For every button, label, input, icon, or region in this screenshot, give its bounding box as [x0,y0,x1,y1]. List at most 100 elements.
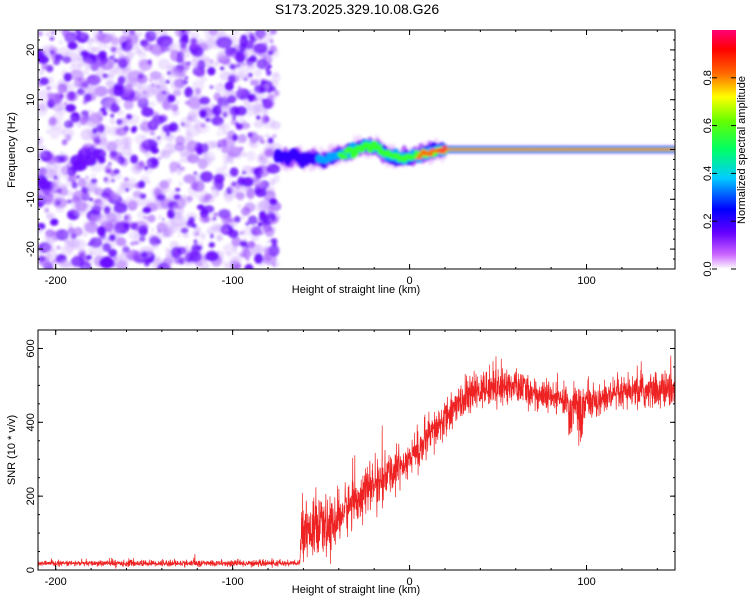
noise-blob [196,204,205,211]
noise-blob [210,59,214,63]
noise-blob [228,75,236,84]
signal-mark [375,144,383,149]
noise-blob [172,89,182,97]
noise-blob [166,177,173,185]
noise-blob [213,212,219,218]
noise-blob [223,172,229,177]
noise-blob [89,197,94,202]
noise-blob [101,42,109,50]
noise-blob [118,53,125,59]
noise-blob [203,30,209,34]
spectrogram-x-label: Height of straight line (km) [292,284,420,296]
noise-blob [61,128,75,138]
noise-blob [171,246,182,259]
noise-blob [161,181,169,190]
noise-blob [67,174,77,183]
noise-blob [83,156,97,167]
noise-blob [188,251,202,262]
noise-blob [81,265,89,269]
noise-blob [141,107,154,117]
noise-blob [164,247,169,252]
snr-x-ticks: -200 -100 0 100 [45,330,658,588]
noise-blob [44,47,53,59]
noise-blob [112,138,129,150]
noise-blob [157,156,162,160]
noise-blob [264,148,275,157]
noise-blob [161,90,167,95]
noise-blob [92,127,98,134]
noise-blob [49,94,63,105]
noise-blob [182,232,190,239]
noise-blob [244,48,250,53]
noise-blob [229,167,239,177]
noise-blob [77,63,83,70]
noise-blob [67,115,78,125]
noise-blob [63,72,72,82]
noise-blob [98,45,102,50]
noise-blob [184,76,189,80]
noise-blob [254,103,265,112]
noise-blob [270,121,282,130]
noise-blob [223,191,234,203]
noise-blob [208,242,215,248]
noise-blob [207,66,216,76]
noise-blob [48,116,57,127]
noise-blob [266,160,273,168]
noise-blob [264,133,271,139]
y-tick-label: 10 [25,94,37,106]
x-tick-label: -200 [45,576,67,588]
noise-blob [166,132,170,137]
noise-blob [220,66,225,71]
noise-blob [258,210,267,220]
noise-blob [253,69,262,77]
colorbar-bar [712,30,736,269]
noise-blob [98,50,107,59]
noise-blob [256,227,266,235]
noise-blob [135,31,143,37]
noise-blob [180,227,189,234]
noise-blob [157,58,171,70]
noise-blob [115,158,121,163]
x-tick-label: 0 [407,275,413,287]
noise-blob [204,193,213,201]
noise-blob [205,110,214,120]
noise-blob [228,182,242,193]
noise-blob [51,30,56,35]
noise-blob [125,75,134,83]
noise-blob [190,103,201,111]
noise-blob [63,101,68,106]
noise-blob [77,177,87,188]
noise-blob [154,53,161,58]
noise-blob [189,39,200,51]
noise-blob [130,154,139,164]
spectrogram-x-ticks: -200 -100 0 100 [45,30,658,287]
noise-blob [128,231,139,240]
noise-blob [123,177,130,182]
noise-blob [266,70,272,76]
y-tick-label: 400 [25,413,37,431]
noise-blob [62,232,67,237]
noise-blob [97,226,106,236]
noise-blob [123,222,130,230]
snr-frame [37,329,676,571]
noise-blob [261,53,268,58]
noise-blob [41,62,48,71]
noise-blob [78,155,84,160]
noise-blob [125,113,133,120]
noise-blob [226,52,231,57]
noise-blob [224,81,234,91]
noise-blob [229,255,242,265]
noise-blob [65,104,77,113]
noise-blob [251,223,258,230]
noise-blob [109,234,116,242]
noise-blob [185,30,193,34]
noise-blob [159,77,165,84]
noise-blob [71,181,78,189]
noise-blob [246,30,254,37]
x-tick-label: 0 [407,576,413,588]
noise-blob [146,214,156,223]
noise-blob [75,30,82,34]
noise-blob [54,253,61,259]
noise-blob [121,30,127,35]
noise-blob [157,136,161,140]
